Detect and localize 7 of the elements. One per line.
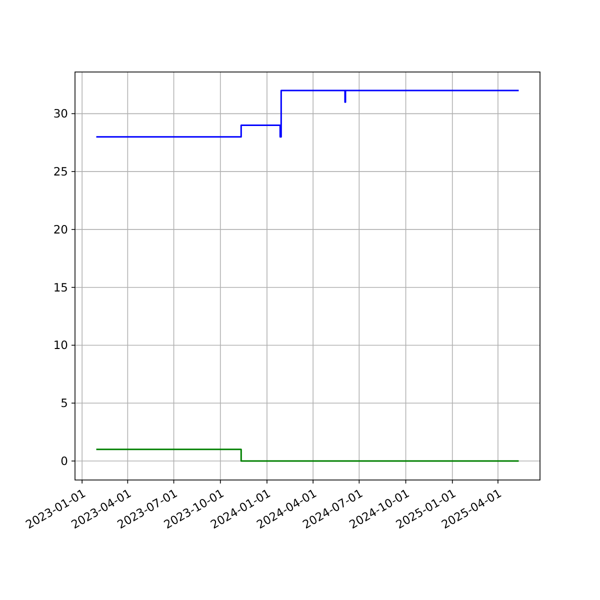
y-tick-label: 30 — [53, 106, 68, 121]
y-tick-label: 5 — [60, 396, 68, 410]
y-tick-label: 25 — [53, 164, 68, 179]
y-tick-label: 10 — [53, 338, 68, 352]
y-tick-label: 0 — [60, 454, 68, 468]
y-tick-label: 20 — [53, 222, 68, 236]
y-tick-label: 15 — [53, 280, 68, 294]
